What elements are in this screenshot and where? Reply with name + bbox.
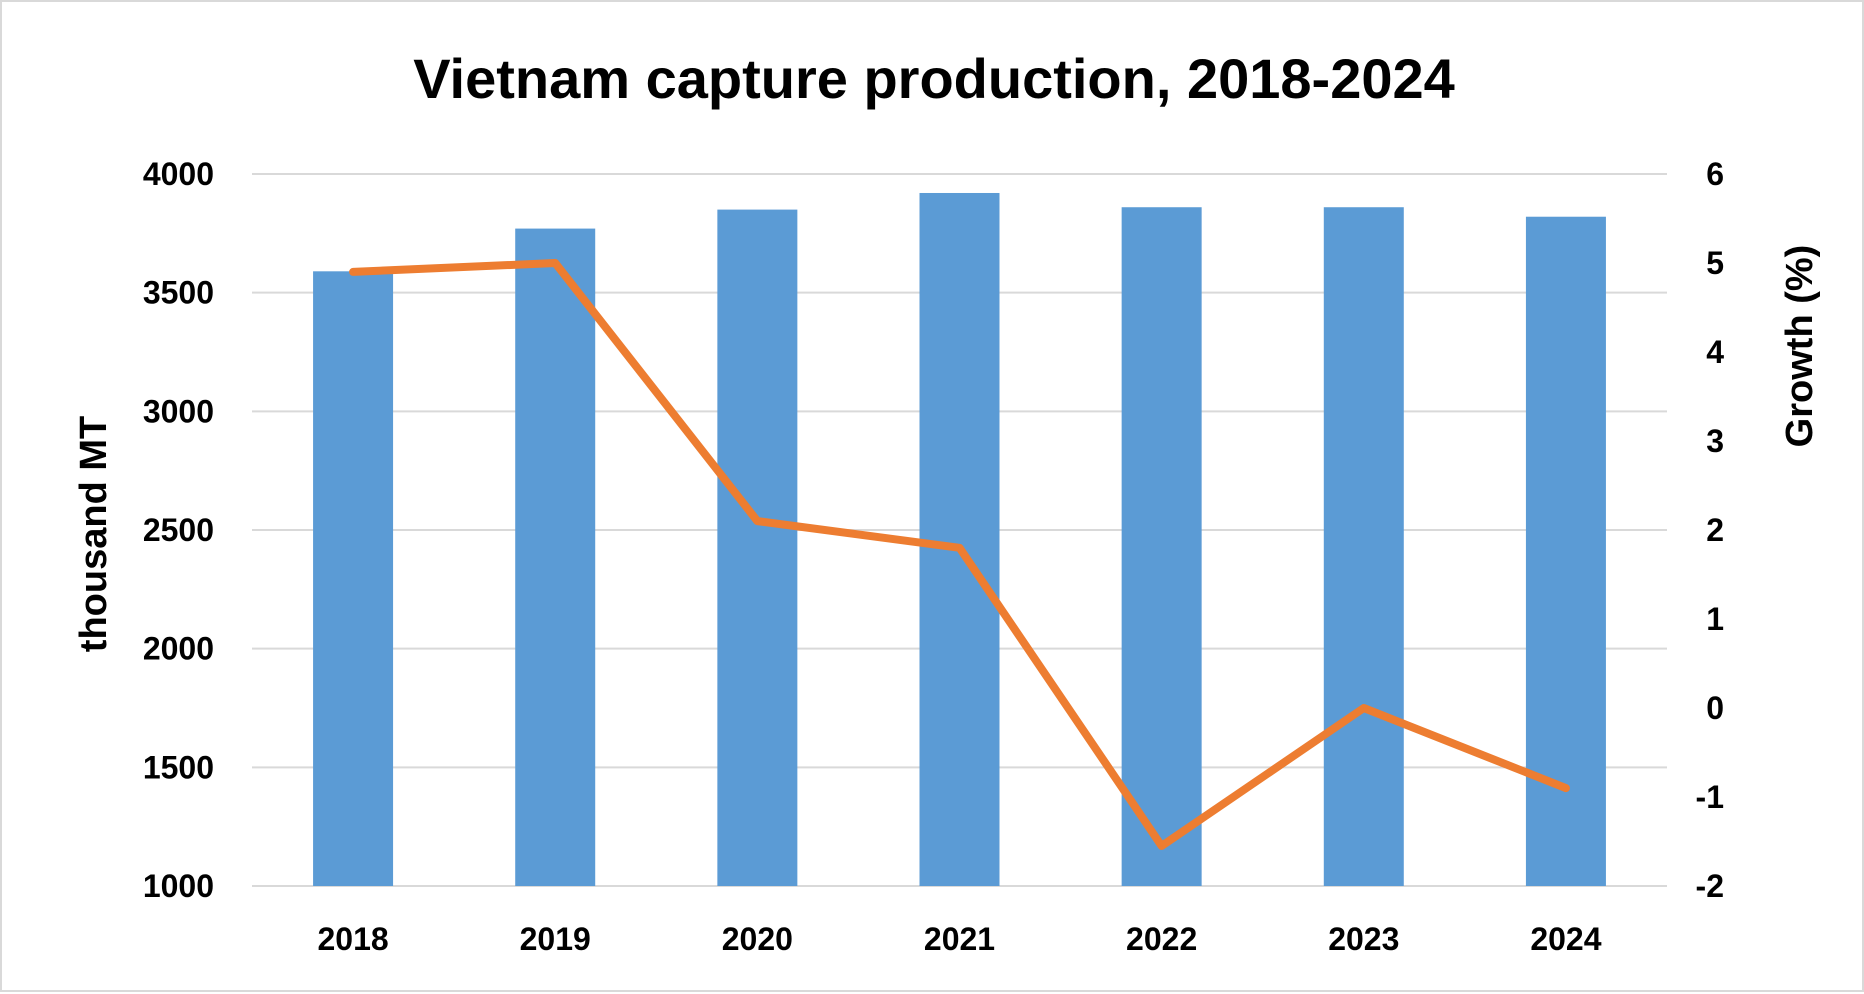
y2-tick-label: 3 bbox=[1706, 423, 1724, 459]
x-tick-label: 2019 bbox=[520, 921, 591, 957]
y-axis-title: thousand MT bbox=[73, 416, 115, 652]
bar-series bbox=[313, 192, 1606, 887]
y-tick-label: 3500 bbox=[143, 275, 214, 311]
y2-tick-label: 1 bbox=[1706, 601, 1724, 637]
x-tick-label: 2018 bbox=[317, 921, 388, 957]
y2-tick-label: 2 bbox=[1706, 512, 1724, 548]
x-tick-label: 2020 bbox=[722, 921, 793, 957]
line-point bbox=[1160, 844, 1163, 847]
bar bbox=[1323, 207, 1404, 886]
y2-tick-label: 4 bbox=[1706, 334, 1724, 370]
bar bbox=[313, 271, 394, 887]
left-axis: 4000 3500 3000 2500 2000 1500 1000 bbox=[143, 156, 214, 904]
y-tick-label: 2000 bbox=[143, 631, 214, 667]
line-point bbox=[756, 520, 759, 523]
x-tick-label: 2022 bbox=[1126, 921, 1197, 957]
bar bbox=[1121, 207, 1202, 886]
bar bbox=[717, 209, 798, 887]
x-tick-label: 2023 bbox=[1328, 921, 1399, 957]
x-tick-label: 2021 bbox=[924, 921, 995, 957]
line-point bbox=[1564, 787, 1567, 790]
line-point bbox=[958, 546, 961, 549]
line-point bbox=[554, 262, 557, 264]
bar bbox=[515, 228, 596, 886]
y2-tick-label: -1 bbox=[1696, 779, 1724, 815]
x-axis: 2018 2019 2020 2021 2022 2023 2024 bbox=[317, 921, 1601, 957]
right-axis: 6 5 4 3 2 1 0 -1 -2 bbox=[1696, 156, 1725, 904]
y2-tick-label: -2 bbox=[1696, 868, 1724, 904]
y-tick-label: 2500 bbox=[143, 512, 214, 548]
line-point bbox=[1362, 707, 1365, 709]
y-tick-label: 4000 bbox=[143, 156, 214, 192]
y-tick-label: 1500 bbox=[143, 749, 214, 785]
chart-title: Vietnam capture production, 2018-2024 bbox=[413, 47, 1455, 110]
line-point bbox=[352, 270, 355, 273]
bar bbox=[919, 192, 1000, 886]
x-tick-label: 2024 bbox=[1530, 921, 1601, 957]
y2-tick-label: 5 bbox=[1706, 245, 1724, 281]
y-tick-label: 1000 bbox=[143, 868, 214, 904]
y2-tick-label: 6 bbox=[1706, 156, 1724, 192]
line-series bbox=[349, 259, 1570, 850]
y2-tick-label: 0 bbox=[1706, 690, 1724, 726]
y2-axis-title: Growth (%) bbox=[1779, 245, 1821, 448]
y-tick-label: 3000 bbox=[143, 393, 214, 429]
